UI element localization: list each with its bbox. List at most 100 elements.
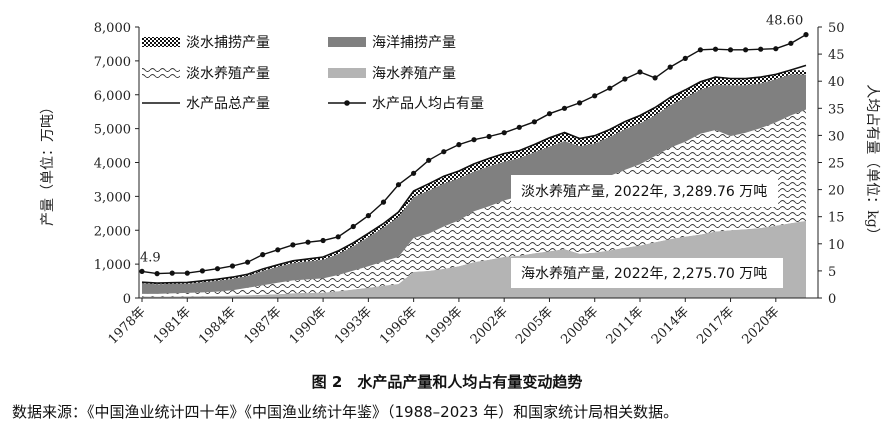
per-capita-point-2010 bbox=[622, 76, 628, 82]
y2-tick-label: 10 bbox=[828, 238, 845, 253]
per-capita-point-2002 bbox=[501, 130, 507, 136]
y2-tick-label: 25 bbox=[828, 157, 845, 172]
x-tick-label: 1993年 bbox=[332, 304, 375, 347]
per-capita-point-1979 bbox=[154, 271, 160, 277]
y-tick-label: 4,000 bbox=[94, 157, 131, 172]
legend-label-total: 水产品总产量 bbox=[186, 96, 270, 112]
x-tick-label: 2020年 bbox=[739, 304, 782, 347]
first-point-label: 4.9 bbox=[140, 250, 161, 265]
legend-swatch-marine-capture bbox=[328, 37, 366, 47]
per-capita-point-1990 bbox=[320, 237, 326, 244]
y2-tick-label: 35 bbox=[828, 102, 845, 117]
per-capita-point-1980 bbox=[169, 270, 175, 276]
per-capita-point-2018 bbox=[743, 47, 749, 53]
marine-annotation-text: 海水养殖产量, 2022年, 2,275.70 万吨 bbox=[521, 265, 767, 282]
marine-annotation: 海水养殖产量, 2022年, 2,275.70 万吨 bbox=[511, 258, 783, 288]
per-capita-point-2019 bbox=[758, 46, 764, 52]
x-tick-label: 1978年 bbox=[106, 304, 149, 347]
y-axis-title: 产量（单位：万吨） bbox=[40, 100, 56, 226]
per-capita-point-1989 bbox=[305, 239, 311, 245]
legend-label-marine-aquaculture: 海水养殖产量 bbox=[372, 65, 456, 82]
per-capita-point-1997 bbox=[426, 157, 432, 163]
legend-swatch-freshwater-capture bbox=[142, 37, 180, 47]
y2-tick-label: 5 bbox=[828, 265, 836, 280]
y2-tick-label: 30 bbox=[828, 129, 845, 144]
per-capita-point-2005 bbox=[546, 111, 553, 117]
y-tick-label: 3,000 bbox=[94, 190, 131, 205]
per-capita-point-2007 bbox=[577, 100, 583, 106]
x-tick-label: 2002年 bbox=[468, 304, 511, 347]
per-capita-point-1998 bbox=[441, 149, 447, 155]
x-tick-label: 2008年 bbox=[558, 304, 601, 347]
per-capita-point-1987 bbox=[275, 247, 281, 253]
legend-swatch-freshwater-aquaculture bbox=[142, 68, 180, 78]
y-ticks: 0 1,000 2,000 3,000 4,000 5,000 6,000 7,000 8,00… bbox=[94, 21, 139, 307]
per-capita-point-1981 bbox=[184, 270, 190, 276]
legend-label-marine-capture: 海洋捕捞产量 bbox=[372, 35, 456, 51]
y2-tick-label: 45 bbox=[828, 48, 845, 63]
legend-label-freshwater-capture: 淡水捕捞产量 bbox=[186, 35, 270, 51]
per-capita-point-1988 bbox=[290, 242, 296, 248]
x-tick-label: 1996年 bbox=[377, 304, 420, 347]
legend-swatch-per-capita-dot bbox=[344, 100, 350, 106]
data-source-note: 数据来源：《中国渔业统计四十年》《中国渔业统计年鉴》（1988–2023 年）和… bbox=[12, 403, 679, 421]
y-tick-label: 0 bbox=[123, 292, 131, 307]
per-capita-point-2017 bbox=[727, 47, 734, 53]
per-capita-point-2003 bbox=[516, 124, 522, 130]
y-tick-label: 7,000 bbox=[94, 55, 131, 70]
per-capita-point-1993 bbox=[365, 213, 371, 219]
per-capita-point-2000 bbox=[471, 137, 477, 143]
per-capita-point-2014 bbox=[682, 55, 688, 62]
x-tick-label: 1981年 bbox=[151, 304, 194, 347]
freshwater-annotation: 淡水养殖产量, 2022年, 3,289.76 万吨 bbox=[511, 175, 778, 207]
per-capita-point-2009 bbox=[607, 85, 613, 91]
x-tick-label: 1990年 bbox=[287, 304, 330, 347]
per-capita-point-1982 bbox=[199, 268, 205, 274]
per-capita-point-1986 bbox=[260, 252, 266, 258]
per-capita-point-1999 bbox=[456, 142, 462, 148]
per-capita-point-2008 bbox=[592, 93, 598, 99]
per-capita-point-2022 bbox=[803, 31, 809, 38]
y2-tick-label: 50 bbox=[828, 21, 845, 36]
legend-label-per-capita: 水产品人均占有量 bbox=[372, 96, 484, 112]
per-capita-point-1994 bbox=[380, 199, 387, 205]
x-tick-label: 2017年 bbox=[694, 304, 737, 347]
x-tick-label: 2011年 bbox=[604, 304, 647, 347]
legend-swatch-marine-aquaculture bbox=[328, 68, 366, 78]
y2-tick-label: 15 bbox=[828, 211, 845, 226]
x-tick-label: 2014年 bbox=[649, 304, 692, 347]
y-tick-label: 5,000 bbox=[94, 123, 131, 138]
x-ticks: 1978年 1981年 1984年 1987年 1990年 1993年 1996年 1999年… bbox=[106, 298, 783, 347]
per-capita-point-2021 bbox=[788, 40, 794, 46]
per-capita-point-2001 bbox=[486, 133, 492, 140]
per-capita-point-2012 bbox=[652, 75, 658, 81]
total-production-line bbox=[141, 64, 807, 284]
y2-tick-label: 20 bbox=[828, 184, 845, 199]
per-capita-point-1983 bbox=[214, 266, 221, 272]
per-capita-point-1978 bbox=[139, 268, 145, 274]
y-tick-label: 6,000 bbox=[94, 89, 131, 104]
legend-label-freshwater-aquaculture: 淡水养殖产量 bbox=[186, 65, 270, 82]
freshwater-annotation-text: 淡水养殖产量, 2022年, 3,289.76 万吨 bbox=[521, 183, 767, 200]
x-tick-label: 1999年 bbox=[423, 304, 466, 347]
per-capita-point-1991 bbox=[335, 234, 341, 240]
per-capita-point-2006 bbox=[561, 105, 568, 111]
x-tick-label: 2005年 bbox=[513, 304, 556, 347]
per-capita-point-2004 bbox=[531, 119, 538, 125]
x-tick-label: 1987年 bbox=[241, 304, 284, 347]
y2-ticks: 0 5 10 15 20 25 30 35 40 45 50 bbox=[818, 21, 845, 307]
per-capita-point-2020 bbox=[773, 46, 779, 52]
y-tick-label: 2,000 bbox=[94, 224, 131, 239]
last-point-label: 48.60 bbox=[766, 14, 803, 29]
fishery-chart: 0 1,000 2,000 3,000 4,000 5,000 6,000 7,000 8,00… bbox=[40, 14, 880, 348]
per-capita-point-1995 bbox=[395, 182, 402, 188]
per-capita-point-2015 bbox=[697, 47, 704, 53]
per-capita-points bbox=[139, 31, 809, 277]
figure-caption: 图 2 水产品产量和人均占有量变动趋势 bbox=[311, 373, 583, 391]
legend: 淡水捕捞产量 海洋捕捞产量 淡水养殖产量 海水养殖产量 水产品总产量 水产品人均… bbox=[142, 35, 484, 112]
per-capita-point-1996 bbox=[411, 170, 417, 176]
y2-axis-title: 人均占有量（单位：kg） bbox=[864, 84, 880, 241]
per-capita-point-2013 bbox=[667, 64, 673, 70]
area-marine-capture bbox=[142, 74, 806, 294]
per-capita-point-1984 bbox=[229, 263, 236, 269]
